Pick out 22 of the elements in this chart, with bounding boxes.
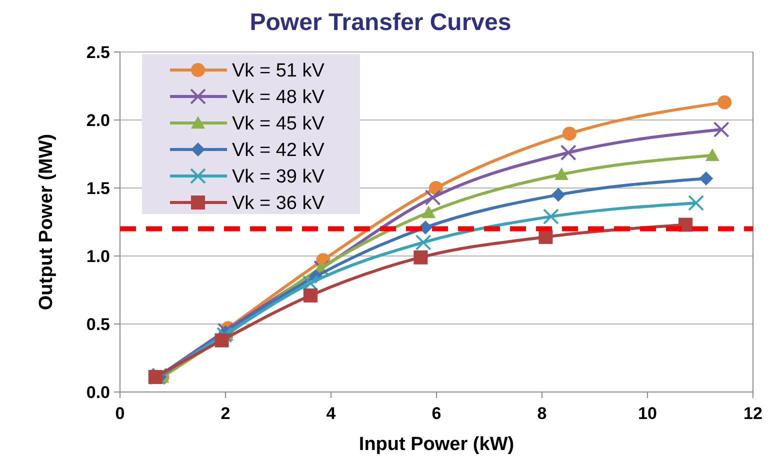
x-tick-label: 8 bbox=[537, 404, 547, 423]
legend-label: Vk = 42 kV bbox=[232, 140, 325, 162]
y-tick-label: 0.5 bbox=[86, 314, 110, 334]
y-axis-title: Output Power (MW) bbox=[36, 134, 57, 310]
legend-label: Vk = 36 kV bbox=[232, 193, 325, 214]
legend-label: Vk = 39 kV bbox=[232, 166, 325, 188]
x-axis-title: Input Power (kW) bbox=[358, 434, 514, 455]
y-tick-label: 1.5 bbox=[86, 178, 110, 198]
x-tick-label: 6 bbox=[432, 404, 442, 423]
x-tick-label: 4 bbox=[326, 404, 336, 423]
legend-label: Vk = 51 kV bbox=[232, 60, 325, 82]
x-tick-label: 0 bbox=[115, 404, 125, 423]
y-tick-label: 2.5 bbox=[86, 42, 110, 62]
y-tick-label: 2.0 bbox=[86, 110, 110, 130]
legend-label: Vk = 45 kV bbox=[232, 114, 325, 135]
chart-title: Power Transfer Curves bbox=[250, 9, 512, 36]
y-tick-label: 1.0 bbox=[86, 246, 110, 266]
y-tick-label: 0.0 bbox=[86, 382, 110, 402]
x-tick-label: 2 bbox=[220, 404, 230, 423]
x-tick-label: 10 bbox=[638, 404, 657, 423]
x-tick-label: 12 bbox=[744, 404, 762, 423]
legend-label: Vk = 48 kV bbox=[232, 87, 325, 108]
